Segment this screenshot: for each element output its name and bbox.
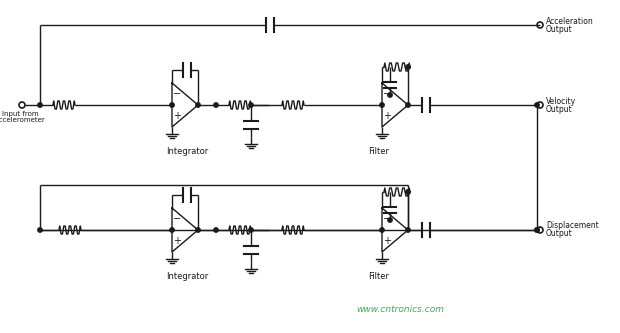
Text: +: + [383, 111, 391, 121]
Circle shape [535, 228, 539, 232]
Text: Output: Output [546, 25, 573, 34]
Text: Velocity: Velocity [546, 97, 576, 106]
Circle shape [170, 228, 174, 232]
Circle shape [196, 228, 200, 232]
Text: www.cntronics.com: www.cntronics.com [356, 305, 444, 314]
Text: Acceleration: Acceleration [546, 17, 594, 26]
Text: +: + [173, 236, 181, 246]
Circle shape [249, 103, 253, 107]
Text: Integrator: Integrator [166, 147, 208, 156]
Circle shape [388, 218, 392, 222]
Circle shape [406, 190, 410, 194]
Text: −: − [173, 89, 181, 99]
Circle shape [380, 103, 384, 107]
Text: Integrator: Integrator [166, 272, 208, 281]
Circle shape [196, 103, 200, 107]
Text: Displacement: Displacement [546, 221, 599, 230]
Circle shape [406, 103, 410, 107]
Text: Output: Output [546, 105, 573, 114]
Text: −: − [173, 214, 181, 224]
Text: +: + [173, 111, 181, 121]
Circle shape [406, 65, 410, 69]
Circle shape [406, 228, 410, 232]
Circle shape [38, 228, 42, 232]
Circle shape [380, 228, 384, 232]
Text: Input from: Input from [2, 111, 38, 117]
Circle shape [249, 228, 253, 232]
Circle shape [535, 103, 539, 107]
Circle shape [38, 103, 42, 107]
Circle shape [214, 103, 218, 107]
Circle shape [214, 228, 218, 232]
Circle shape [388, 93, 392, 97]
Circle shape [170, 103, 174, 107]
Text: −: − [383, 214, 391, 224]
Text: Accelerometer: Accelerometer [0, 117, 45, 123]
Circle shape [535, 228, 539, 232]
Text: Filter: Filter [368, 147, 389, 156]
Text: Filter: Filter [368, 272, 389, 281]
Text: +: + [383, 236, 391, 246]
Text: −: − [383, 89, 391, 99]
Text: Output: Output [546, 229, 573, 238]
